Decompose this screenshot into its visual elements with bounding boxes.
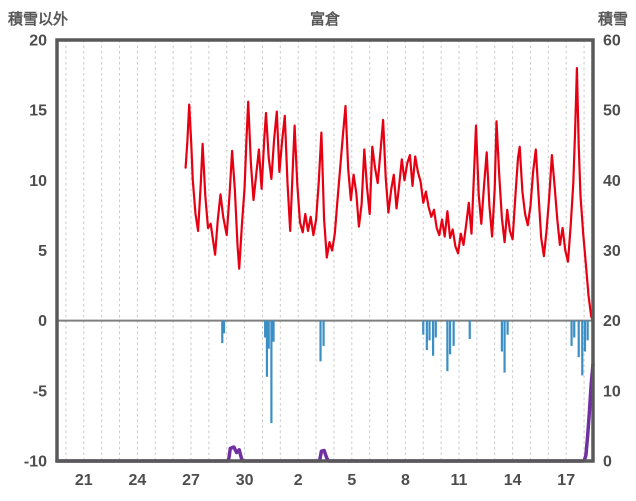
precipitation-bar bbox=[267, 320, 270, 349]
x-tick-label: 24 bbox=[129, 472, 147, 489]
left-tick-label: 10 bbox=[29, 173, 47, 190]
x-tick-label: 2 bbox=[294, 472, 303, 489]
right-tick-label: 10 bbox=[603, 383, 621, 400]
precipitation-bar bbox=[322, 320, 325, 346]
precipitation-bar bbox=[431, 320, 435, 356]
left-tick-label: -10 bbox=[24, 454, 47, 471]
right-tick-label: 0 bbox=[603, 454, 612, 471]
precipitation-bar bbox=[428, 320, 431, 341]
precipitation-bar bbox=[448, 320, 452, 355]
precipitation-bar bbox=[319, 320, 322, 362]
precipitation-bar bbox=[583, 320, 587, 352]
precipitation-bar bbox=[222, 320, 226, 334]
right-tick-label: 50 bbox=[603, 103, 621, 120]
precipitation-bar bbox=[500, 320, 503, 352]
right-tick-label: 40 bbox=[603, 173, 621, 190]
right-tick-label: 30 bbox=[603, 243, 621, 260]
left-tick-label: 15 bbox=[29, 103, 47, 120]
temperature-line bbox=[184, 67, 595, 322]
x-tick-label: 8 bbox=[401, 472, 410, 489]
precipitation-bar bbox=[265, 320, 269, 377]
precipitation-bar bbox=[425, 320, 428, 351]
right-tick-label: 60 bbox=[603, 33, 621, 50]
left-tick-label: 0 bbox=[38, 313, 47, 330]
precipitation-bar bbox=[434, 320, 437, 338]
precipitation-bar bbox=[577, 320, 580, 358]
precipitation-bar bbox=[503, 320, 506, 373]
chart-title: 富倉 bbox=[309, 11, 340, 28]
snow-depth-line bbox=[55, 362, 595, 463]
x-tick-label: 21 bbox=[75, 472, 93, 489]
precipitation-bar bbox=[446, 320, 449, 372]
precipitation-bar bbox=[573, 320, 576, 338]
x-tick-label: 30 bbox=[236, 472, 254, 489]
precipitation-bar bbox=[468, 320, 471, 339]
right-tick-label: 20 bbox=[603, 313, 621, 330]
precipitation-bar bbox=[570, 320, 573, 346]
precipitation-bar bbox=[586, 320, 589, 341]
left-axis-title: 積雪以外 bbox=[8, 11, 69, 28]
precipitation-bar bbox=[270, 320, 273, 424]
x-tick-label: 14 bbox=[504, 472, 522, 489]
x-tick-label: 5 bbox=[347, 472, 356, 489]
right-axis-title: 積雪 bbox=[597, 11, 628, 28]
precipitation-bar bbox=[506, 320, 509, 335]
left-tick-label: 5 bbox=[38, 243, 47, 260]
precipitation-bar bbox=[272, 320, 275, 342]
x-tick-label: 11 bbox=[451, 472, 468, 489]
precipitation-bar bbox=[452, 320, 455, 346]
x-tick-label: 17 bbox=[557, 472, 575, 489]
precipitation-bar bbox=[581, 320, 584, 376]
precipitation-bar bbox=[264, 320, 267, 338]
plot-border bbox=[55, 38, 595, 463]
left-tick-label: 20 bbox=[29, 33, 47, 50]
left-tick-label: -5 bbox=[33, 383, 47, 400]
x-tick-label: 27 bbox=[182, 472, 200, 489]
precipitation-bar bbox=[422, 320, 425, 335]
precipitation-bar bbox=[221, 320, 224, 344]
